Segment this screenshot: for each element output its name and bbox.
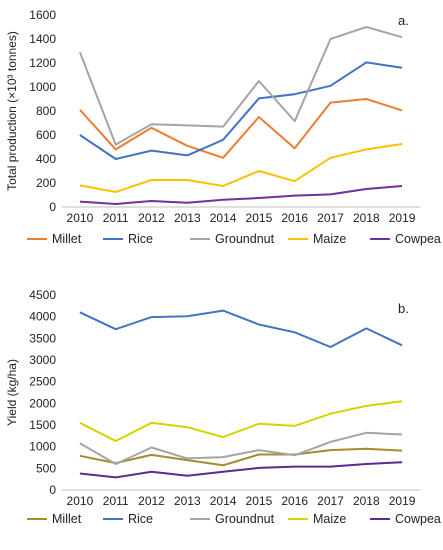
panel-label: a. xyxy=(398,13,409,28)
series-line-millet xyxy=(79,447,403,467)
x-tick-label: 2014 xyxy=(210,211,237,225)
y-tick-label: 600 xyxy=(36,128,56,142)
legend-label-cowpea: Cowpea xyxy=(395,232,441,246)
y-tick-label: 4000 xyxy=(29,310,56,324)
y-tick-label: 3500 xyxy=(29,331,56,345)
y-tick-label: 2000 xyxy=(29,396,56,410)
legend-label-millet: Millet xyxy=(52,232,82,246)
chart-yield: 0 500 1000 1500 2000 2500 3000 3500 4000 4500 2010… xyxy=(5,288,441,526)
x-tick-label: 2011 xyxy=(103,211,129,225)
chart-total-production: 0 200 400 600 800 1000 1200 1400 1600 2010 2011 201… xyxy=(5,8,441,246)
x-tick-label: 2016 xyxy=(281,494,308,508)
series-line-maize xyxy=(79,143,403,193)
series-line-rice xyxy=(79,61,403,160)
y-tick-label: 400 xyxy=(36,152,56,166)
legend-label-cowpea: Cowpea xyxy=(395,512,441,526)
y-axis-label: Total production (×10³ tonnes) xyxy=(5,31,19,191)
x-tick-label: 2010 xyxy=(67,494,94,508)
series-line-cowpea xyxy=(79,185,403,205)
y-tick-label: 1600 xyxy=(29,8,56,22)
y-tick-label: 2500 xyxy=(29,375,56,389)
y-tick-label: 0 xyxy=(49,200,56,214)
y-axis-label: Yield (kg/ha) xyxy=(5,359,19,426)
y-tick-label: 1000 xyxy=(29,80,56,94)
x-tick-label: 2017 xyxy=(317,211,344,225)
x-tick-label: 2015 xyxy=(246,211,273,225)
series-line-maize xyxy=(79,400,403,442)
legend-label-groundnut: Groundnut xyxy=(215,232,275,246)
x-tick-label: 2015 xyxy=(246,494,273,508)
series-line-groundnut xyxy=(79,431,403,465)
x-tick-label: 2011 xyxy=(103,494,129,508)
y-tick-label: 800 xyxy=(36,104,56,118)
y-tick-label: 4500 xyxy=(29,288,56,302)
series-line-millet xyxy=(79,98,403,159)
x-tick-label: 2018 xyxy=(353,211,380,225)
x-tick-label: 2013 xyxy=(174,211,201,225)
y-tick-label: 3000 xyxy=(29,353,56,367)
x-tick-label: 2019 xyxy=(389,211,416,225)
panel-label: b. xyxy=(398,301,409,316)
legend-label-maize: Maize xyxy=(313,232,346,246)
x-tick-label: 2019 xyxy=(389,494,416,508)
y-tick-label: 500 xyxy=(36,461,56,475)
y-tick-label: 1200 xyxy=(29,56,56,70)
x-tick-label: 2014 xyxy=(210,494,237,508)
x-tick-label: 2017 xyxy=(317,494,344,508)
y-tick-label: 0 xyxy=(49,483,56,497)
x-tick-label: 2018 xyxy=(353,494,380,508)
legend-label-rice: Rice xyxy=(128,232,153,246)
y-tick-label: 1000 xyxy=(29,440,56,454)
series-line-cowpea xyxy=(79,461,403,479)
y-tick-label: 200 xyxy=(36,176,56,190)
y-tick-label: 1500 xyxy=(29,418,56,432)
x-tick-label: 2013 xyxy=(174,494,201,508)
x-tick-label: 2016 xyxy=(281,211,308,225)
x-tick-label: 2012 xyxy=(138,211,165,225)
legend-label-groundnut: Groundnut xyxy=(215,512,275,526)
y-tick-label: 1400 xyxy=(29,32,56,46)
legend-label-rice: Rice xyxy=(128,512,153,526)
legend-label-millet: Millet xyxy=(52,512,82,526)
series-line-rice xyxy=(79,309,403,348)
series-line-groundnut xyxy=(78,26,403,146)
x-tick-label: 2012 xyxy=(138,494,165,508)
x-tick-label: 2010 xyxy=(67,211,94,225)
legend-label-maize: Maize xyxy=(313,512,346,526)
